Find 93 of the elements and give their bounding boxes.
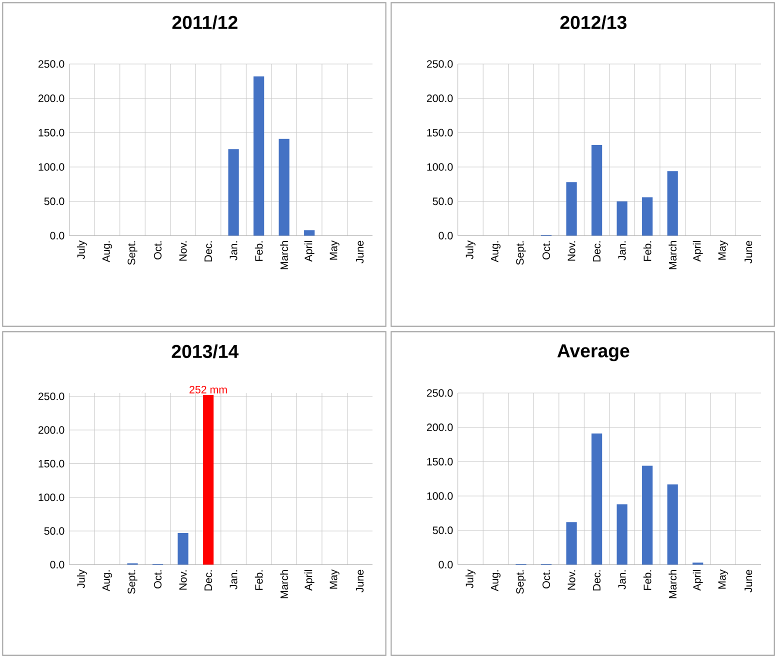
bar xyxy=(228,149,239,236)
bar xyxy=(667,171,678,236)
x-tick-label: Feb. xyxy=(254,570,263,590)
x-tick-label: Dec. xyxy=(204,570,212,590)
bar xyxy=(667,484,678,565)
bar xyxy=(278,138,290,236)
bar xyxy=(566,522,577,565)
y-tick-label: 150.0 xyxy=(427,458,453,466)
x-tick-label: Nov. xyxy=(179,570,187,590)
x-tick-label: Sept. xyxy=(516,241,526,265)
x-tick-label: March xyxy=(668,241,677,270)
annotation: 252 mm xyxy=(190,386,227,394)
x-tick-label: June xyxy=(356,570,364,592)
y-tick-label: 100.0 xyxy=(427,492,453,500)
x-tick-label: April xyxy=(304,570,314,591)
x-tick-label: Oct. xyxy=(154,570,162,588)
x-tick-label: Dec. xyxy=(593,241,601,262)
x-tick-label: Nov. xyxy=(179,241,187,261)
chart-title: 2013/14 xyxy=(172,344,239,358)
bar xyxy=(178,533,188,565)
y-tick-label: 150.0 xyxy=(427,128,453,136)
x-tick-label: Oct. xyxy=(542,241,550,260)
y-tick-label: 0.0 xyxy=(438,560,453,568)
x-tick-label: March xyxy=(668,570,677,598)
x-tick-label: Sept. xyxy=(516,570,526,594)
x-tick-label: May xyxy=(718,240,728,260)
x-tick-label: Feb. xyxy=(643,570,652,590)
x-tick-label: Aug. xyxy=(490,241,501,262)
y-tick-label: 150.0 xyxy=(38,128,64,136)
x-tick-label: Jan. xyxy=(618,241,626,260)
x-tick-label: Dec. xyxy=(593,570,601,590)
bar xyxy=(202,395,214,565)
y-tick-label: 200.0 xyxy=(426,94,453,102)
x-tick-label: Jan. xyxy=(230,241,238,260)
y-tick-label: 100.0 xyxy=(427,163,453,171)
x-tick-label: June xyxy=(356,240,364,264)
x-tick-label: Sept. xyxy=(128,570,138,594)
y-tick-label: 50.0 xyxy=(44,527,64,535)
y-tick-label: 250.0 xyxy=(426,389,453,397)
x-tick-label: July xyxy=(466,569,476,588)
y-tick-label: 0.0 xyxy=(438,232,453,240)
x-tick-label: May xyxy=(330,240,340,260)
x-tick-label: June xyxy=(744,240,752,264)
x-tick-label: April xyxy=(304,241,314,262)
y-tick-label: 200.0 xyxy=(426,424,453,432)
x-tick-label: March xyxy=(280,570,288,598)
x-tick-label: Oct. xyxy=(154,241,162,260)
bar xyxy=(642,197,653,236)
bar xyxy=(591,145,602,236)
x-tick-label: Dec. xyxy=(204,241,212,262)
x-tick-label: Oct. xyxy=(542,570,550,588)
x-tick-label: July xyxy=(466,240,476,260)
x-tick-label: Jan. xyxy=(618,570,626,590)
y-tick-label: 250.0 xyxy=(38,60,64,68)
x-tick-label: Feb. xyxy=(643,241,652,261)
x-tick-label: Feb. xyxy=(254,241,263,261)
bar xyxy=(304,230,315,236)
bar xyxy=(254,76,264,236)
bar xyxy=(616,504,628,565)
x-tick-label: Nov. xyxy=(568,241,576,261)
x-tick-label: Aug. xyxy=(490,570,501,592)
bar xyxy=(566,182,577,236)
x-tick-label: Sept. xyxy=(128,241,138,265)
x-tick-label: Jan. xyxy=(230,570,238,590)
y-tick-label: 250.0 xyxy=(38,392,64,400)
x-tick-label: April xyxy=(692,241,703,262)
y-tick-label: 250.0 xyxy=(426,60,453,68)
y-tick-label: 200.0 xyxy=(38,94,64,102)
x-tick-label: March xyxy=(280,241,288,270)
chart-title: 2012/13 xyxy=(560,15,626,30)
y-tick-label: 50.0 xyxy=(432,198,453,206)
bar xyxy=(616,201,628,236)
x-tick-label: July xyxy=(76,240,87,260)
y-tick-label: 0.0 xyxy=(50,560,64,568)
y-tick-label: 100.0 xyxy=(38,494,64,502)
x-tick-label: June xyxy=(744,570,752,592)
x-tick-label: May xyxy=(718,569,728,589)
chart-title: Average xyxy=(557,344,630,362)
y-tick-label: 0.0 xyxy=(50,232,64,240)
y-tick-label: 150.0 xyxy=(38,460,64,468)
y-tick-label: 100.0 xyxy=(38,163,64,171)
x-tick-label: Aug. xyxy=(102,241,112,262)
y-tick-label: 50.0 xyxy=(44,198,64,206)
x-tick-label: July xyxy=(76,569,87,588)
bar xyxy=(591,434,602,565)
chart-title: 2011/12 xyxy=(172,15,238,30)
x-tick-label: May xyxy=(330,569,340,589)
y-tick-label: 200.0 xyxy=(38,426,64,434)
x-tick-label: Nov. xyxy=(568,570,576,590)
bar xyxy=(642,466,653,565)
x-tick-label: April xyxy=(692,570,703,591)
x-tick-label: Aug. xyxy=(102,570,112,592)
y-tick-label: 50.0 xyxy=(432,526,453,534)
